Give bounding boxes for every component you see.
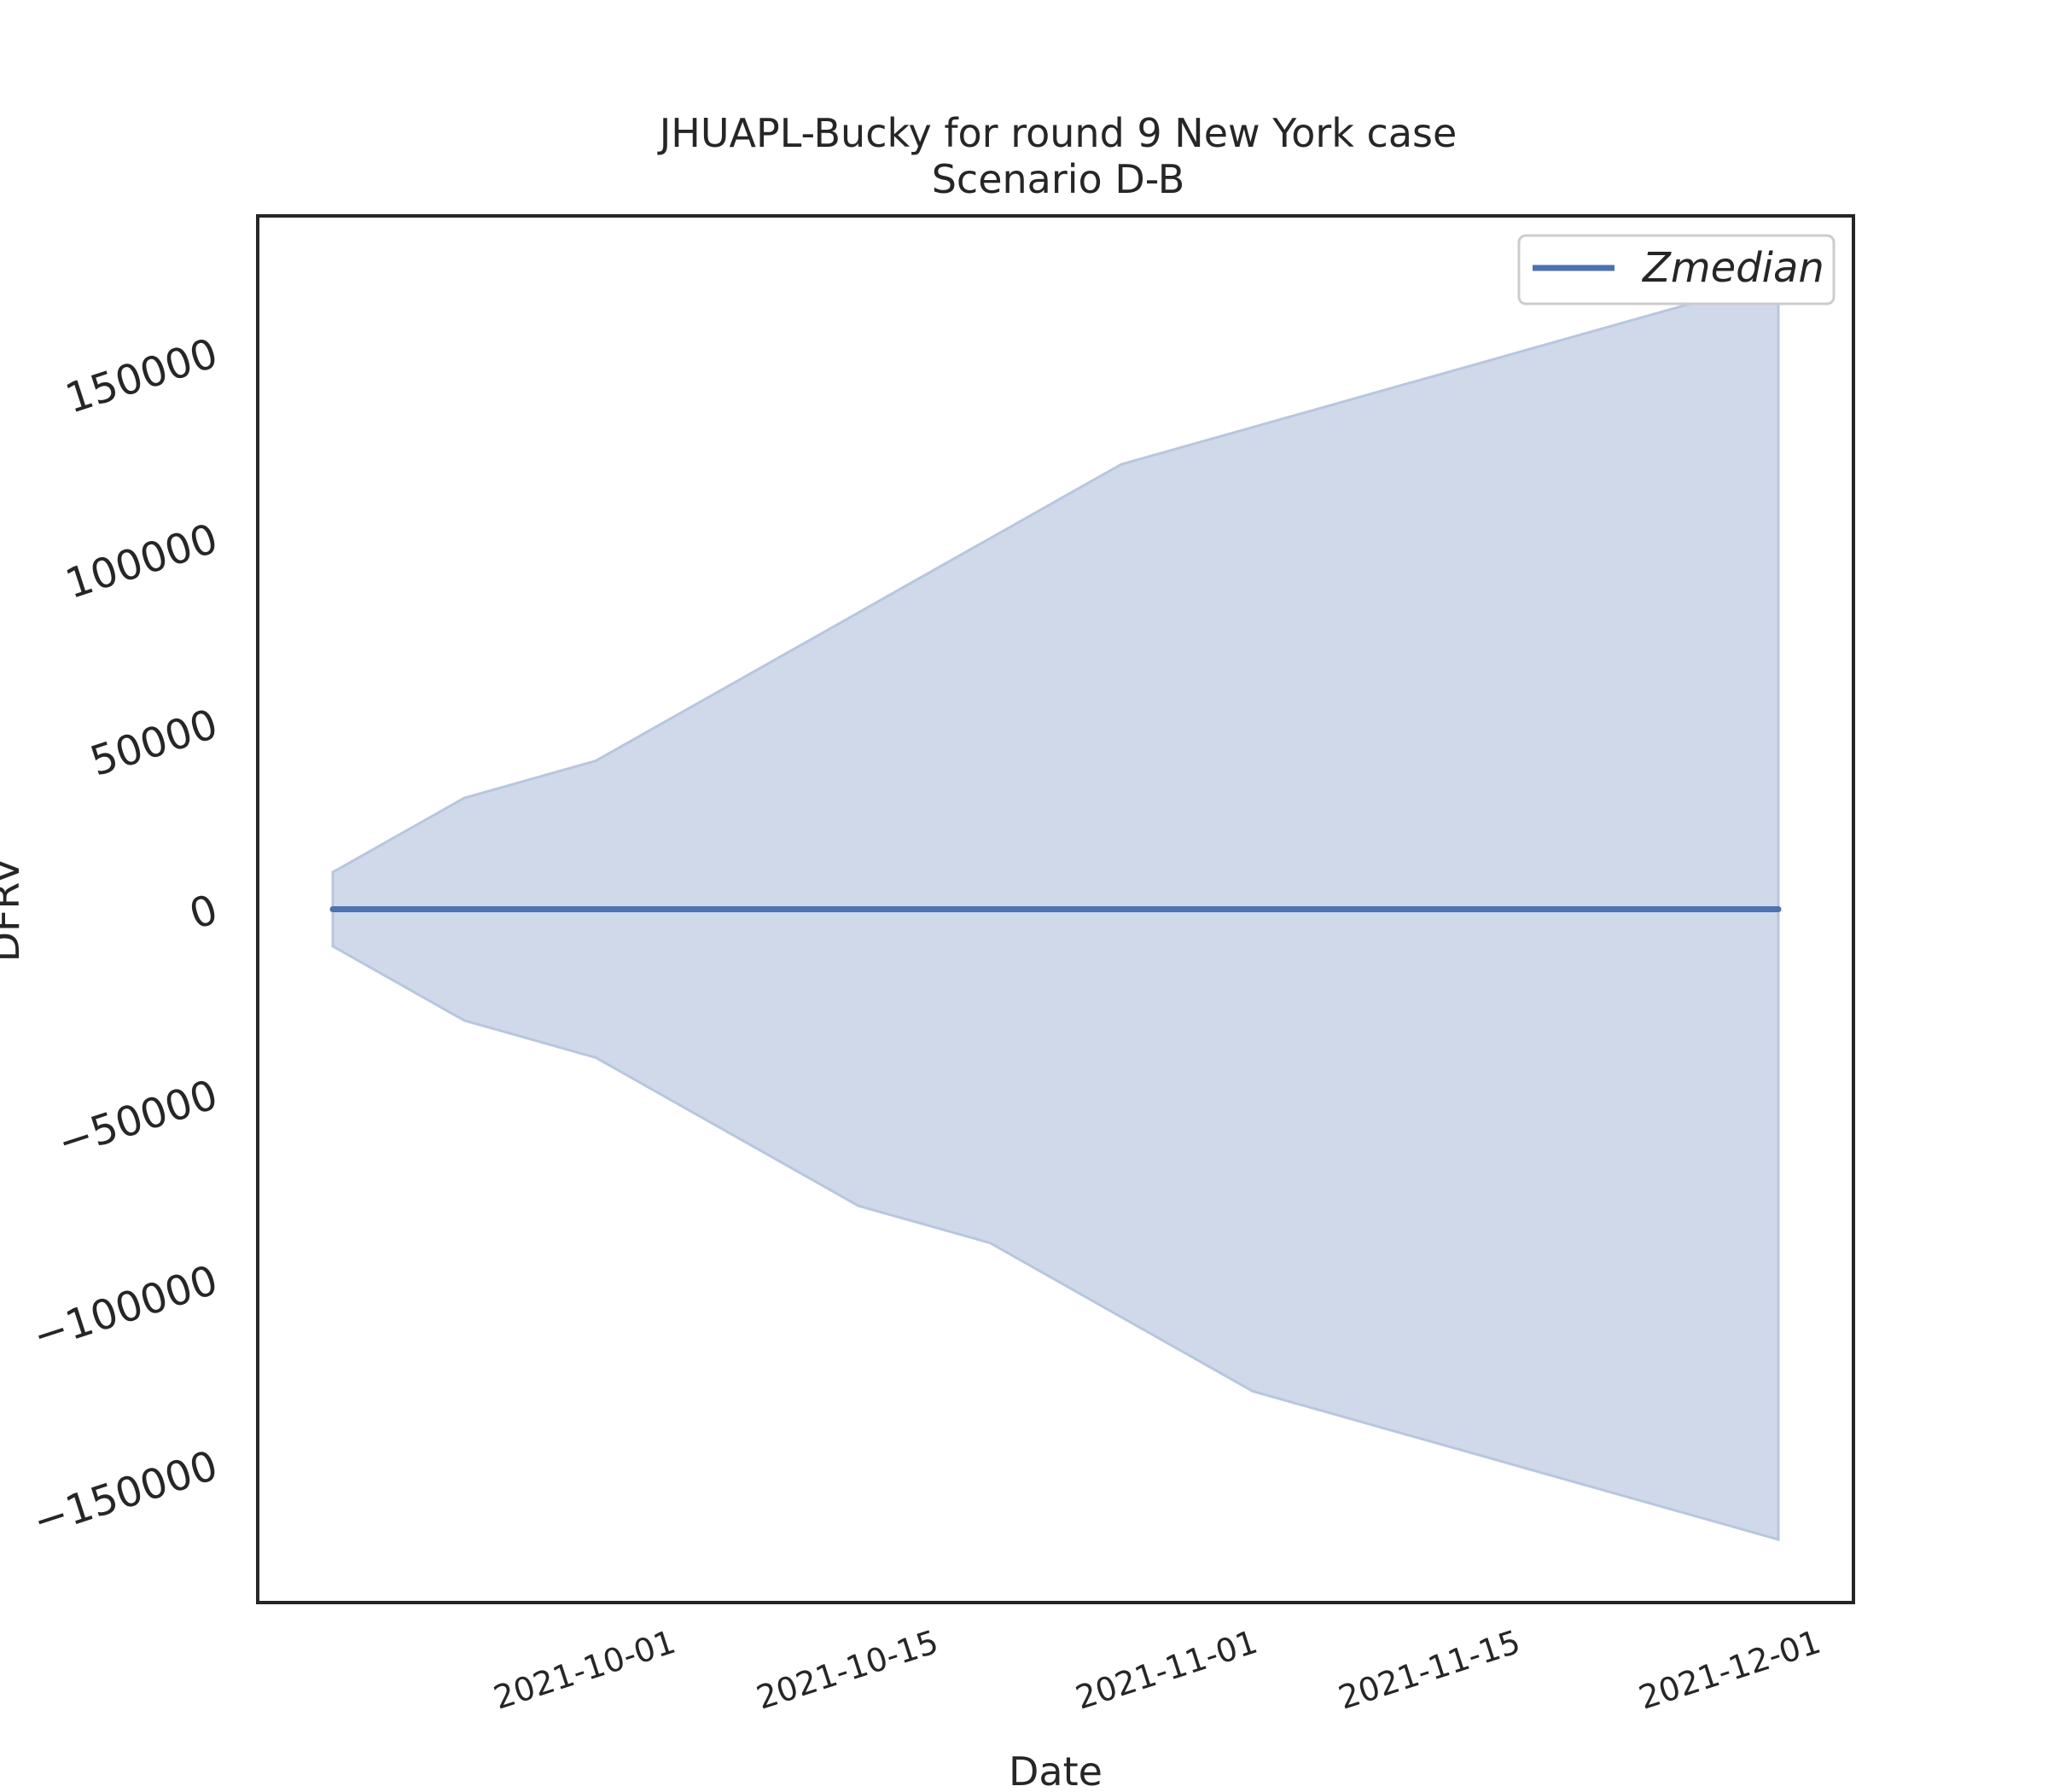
chart-title: JHUAPL-Bucky for round 9 New York case xyxy=(657,110,1457,156)
x-tick-label: 2021-10-15 xyxy=(752,1623,943,1717)
x-tick-label: 2021-11-01 xyxy=(1071,1623,1262,1717)
plot-area xyxy=(329,276,1782,1542)
legend-label-zmedian: Zmedian xyxy=(1641,244,1824,292)
x-axis-label: Date xyxy=(1009,1748,1103,1792)
y-axis-label: DFRV xyxy=(0,857,28,962)
y-tick-label: −150000 xyxy=(27,1441,224,1545)
x-axis: 2021-10-01 2021-10-15 2021-11-01 2021-11-15… xyxy=(489,1623,1825,1717)
y-tick-label: 50000 xyxy=(84,700,224,785)
y-axis: −150000 −100000 −50000 0 50000 100000 150000 xyxy=(27,329,224,1546)
x-tick-label: 2021-11-15 xyxy=(1334,1623,1525,1717)
chart-subtitle: Scenario D-B xyxy=(932,156,1185,202)
legend-box xyxy=(1517,234,1836,305)
y-tick-label: 0 xyxy=(183,886,223,940)
legend: Zmedian xyxy=(1517,234,1836,305)
plot-frame xyxy=(256,214,1855,1604)
y-tick-label: 100000 xyxy=(60,515,224,608)
y-tick-label: 150000 xyxy=(60,329,224,423)
y-tick-label: −50000 xyxy=(52,1071,224,1167)
x-tick-label: 2021-10-01 xyxy=(489,1623,680,1717)
y-tick-label: −100000 xyxy=(27,1256,224,1360)
x-tick-label: 2021-12-01 xyxy=(1634,1623,1825,1717)
